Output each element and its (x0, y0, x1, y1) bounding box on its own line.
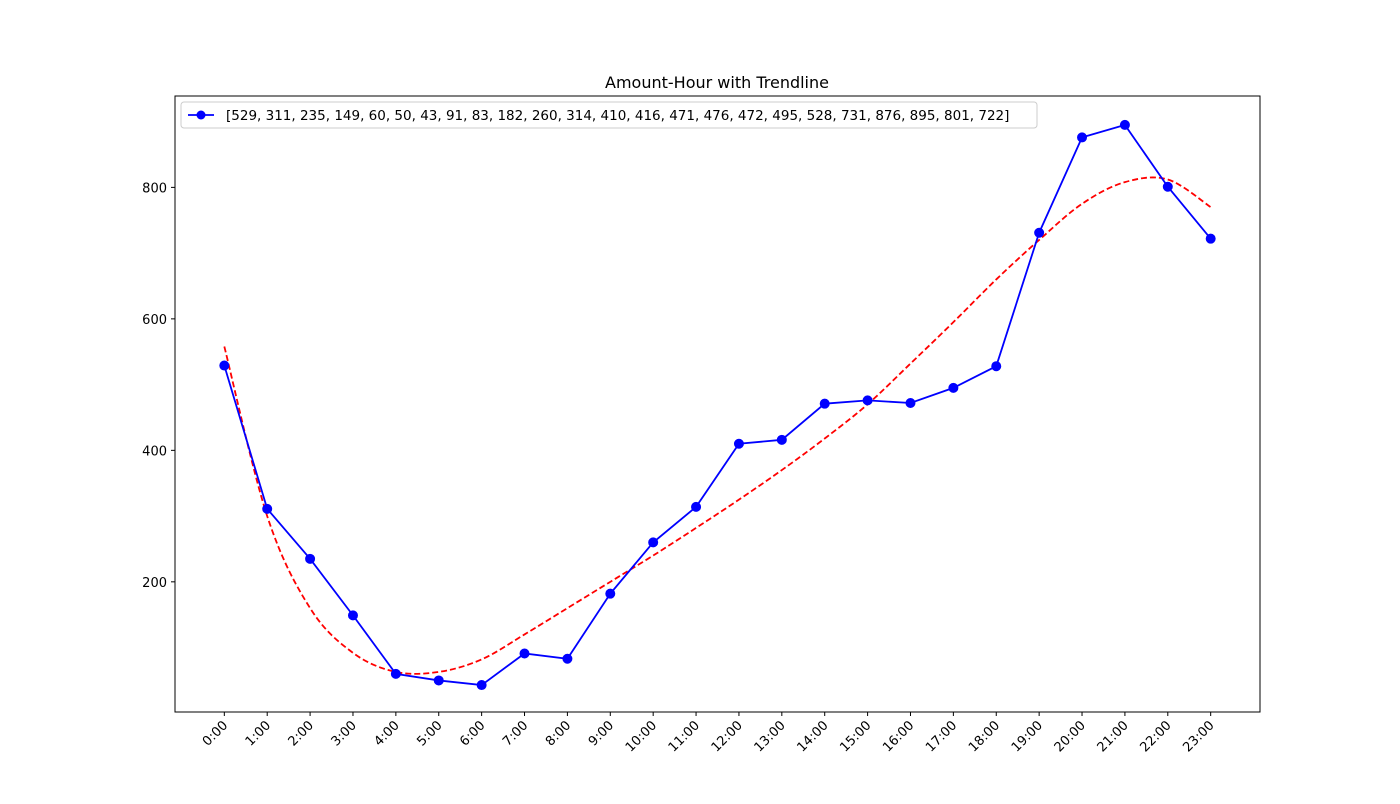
data-point (862, 395, 873, 406)
series-line (223, 123, 1212, 686)
data-point (648, 537, 659, 548)
data-point (219, 360, 230, 371)
data-point (433, 675, 444, 686)
data-point (948, 382, 959, 393)
data-point (562, 653, 573, 664)
data-point (776, 434, 787, 445)
data-point (519, 648, 530, 659)
data-point (305, 553, 316, 564)
y-tick-label: 800 (142, 181, 167, 196)
data-point (347, 610, 358, 621)
data-point (1162, 181, 1173, 192)
trendline (223, 176, 1212, 675)
data-point (905, 398, 916, 409)
y-tick-label: 400 (142, 444, 167, 459)
data-point (476, 680, 487, 691)
legend-box (180, 101, 1038, 129)
data-point (691, 501, 702, 512)
data-point (991, 361, 1002, 372)
data-point (819, 398, 830, 409)
data-point (262, 503, 273, 514)
data-point (1205, 233, 1216, 244)
y-tick-label: 200 (142, 576, 167, 591)
data-point (1034, 227, 1045, 238)
data-point (605, 588, 616, 599)
chart-title: Amount-Hour with Trendline (605, 73, 829, 92)
data-point (1077, 132, 1088, 143)
legend-marker (196, 110, 206, 120)
plot-frame (174, 95, 1261, 713)
y-tick-label: 600 (142, 313, 167, 328)
data-point (733, 438, 744, 449)
legend-label: [529, 311, 235, 149, 60, 50, 43, 91, 83,… (226, 108, 1009, 124)
data-point (390, 668, 401, 679)
data-point (1119, 119, 1130, 130)
